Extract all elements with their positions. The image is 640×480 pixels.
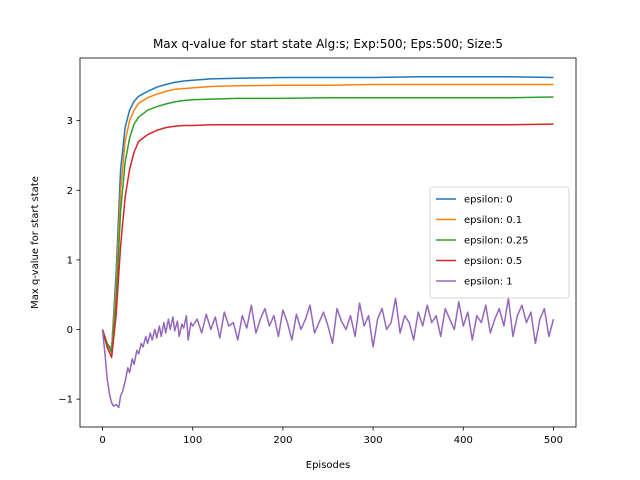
legend-label: epsilon: 0.25 (464, 236, 529, 247)
y-tick-label: 0 (67, 325, 73, 336)
legend-label: epsilon: 0.1 (464, 215, 522, 226)
legend-label: epsilon: 1 (464, 277, 513, 288)
series-line-epsilon-0-1 (101, 83, 554, 352)
y-axis-label: Max q-value for start state (30, 176, 41, 309)
x-tick-label: 0 (99, 435, 105, 446)
legend-label: epsilon: 0.5 (464, 256, 522, 267)
series-line-epsilon-0-25 (101, 96, 554, 354)
x-tick-label: 100 (183, 435, 202, 446)
x-axis-label: Episodes (306, 460, 350, 471)
chart-title: Max q-value for start state Alg:s; Exp:5… (153, 37, 503, 51)
legend-label: epsilon: 0 (464, 195, 513, 206)
series-line-epsilon-1 (101, 297, 555, 409)
plot-frame (79, 57, 577, 428)
legend-box (429, 186, 570, 299)
x-tick-label: 300 (364, 435, 383, 446)
series-line-epsilon-0-5 (101, 123, 554, 359)
y-tick-label: 1 (67, 255, 73, 266)
series-line-epsilon-0 (101, 76, 554, 350)
y-tick-label: 3 (67, 116, 73, 127)
legend: epsilon: 0 epsilon: 0.1 epsilon: 0.25 epsil… (429, 186, 570, 299)
y-tick-label: −1 (58, 395, 73, 406)
y-axis-ticks: −1 0 1 2 3 (58, 116, 80, 406)
y-tick-label: 2 (67, 186, 73, 197)
x-axis-ticks: 0 100 200 300 400 500 (99, 427, 563, 446)
x-tick-label: 500 (544, 435, 563, 446)
x-tick-label: 400 (454, 435, 473, 446)
plot-lines (101, 76, 555, 409)
x-tick-label: 200 (273, 435, 292, 446)
